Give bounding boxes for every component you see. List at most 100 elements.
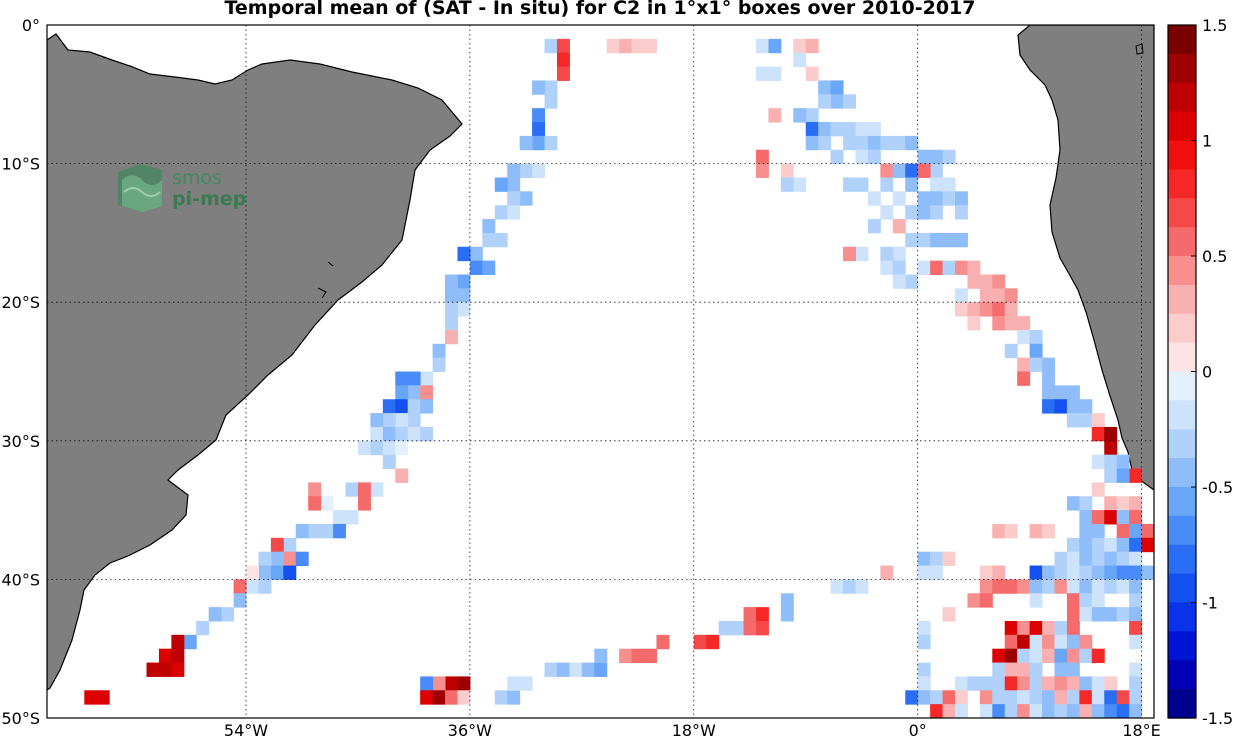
data-cell bbox=[1079, 523, 1093, 539]
colorbar-tick-label: -0.5 bbox=[1202, 478, 1233, 497]
data-cell bbox=[382, 399, 396, 414]
data-cell bbox=[1029, 648, 1043, 664]
data-cell bbox=[519, 191, 533, 206]
colorbar-swatch bbox=[1168, 602, 1196, 632]
colorbar-swatch bbox=[1168, 169, 1196, 199]
data-cell bbox=[1017, 662, 1031, 677]
colorbar-swatch bbox=[1168, 342, 1196, 373]
data-cell bbox=[1042, 579, 1055, 594]
data-cell bbox=[1091, 523, 1105, 539]
data-cell bbox=[930, 149, 944, 165]
data-cell bbox=[1104, 579, 1118, 594]
data-cell bbox=[1029, 329, 1043, 345]
data-cell bbox=[1004, 302, 1018, 317]
data-cell bbox=[1066, 551, 1080, 567]
data-cell bbox=[395, 413, 409, 428]
colorbar-swatch bbox=[1168, 256, 1196, 286]
data-cell bbox=[308, 496, 322, 511]
data-cell bbox=[457, 274, 471, 289]
data-cell bbox=[992, 302, 1006, 317]
data-cell bbox=[905, 163, 919, 178]
map-title: Temporal mean of (SAT - In situ) for C2 … bbox=[224, 0, 976, 19]
data-cell bbox=[1129, 565, 1143, 580]
colorbar-swatch bbox=[1168, 82, 1196, 113]
data-cell bbox=[917, 205, 931, 220]
data-cell bbox=[370, 482, 384, 497]
data-cell bbox=[892, 163, 906, 178]
data-cell bbox=[432, 357, 446, 372]
data-cell bbox=[967, 274, 981, 289]
data-cell bbox=[320, 496, 334, 511]
data-cell bbox=[718, 620, 732, 636]
data-cell bbox=[1066, 607, 1080, 622]
data-cell bbox=[457, 302, 471, 317]
data-cell bbox=[954, 704, 968, 718]
data-cell bbox=[432, 676, 446, 691]
data-cell bbox=[1104, 454, 1118, 470]
data-cell bbox=[158, 662, 172, 677]
data-cell bbox=[1104, 537, 1118, 553]
data-cell bbox=[905, 690, 919, 705]
data-cell bbox=[942, 690, 956, 705]
data-cell bbox=[1042, 357, 1055, 372]
data-cell bbox=[979, 302, 993, 317]
data-cell bbox=[1066, 537, 1080, 553]
data-cell bbox=[407, 399, 421, 414]
data-cell bbox=[233, 579, 247, 594]
data-cell bbox=[1104, 704, 1118, 718]
data-cell bbox=[855, 177, 869, 192]
data-cell bbox=[1066, 593, 1080, 608]
data-cell bbox=[420, 426, 434, 442]
data-cell bbox=[930, 163, 944, 178]
data-cell bbox=[1066, 565, 1080, 580]
latitude-label: 40°S bbox=[1, 570, 40, 589]
data-cell bbox=[382, 454, 396, 470]
data-cell bbox=[867, 191, 881, 206]
data-cell bbox=[208, 607, 222, 622]
data-cell bbox=[880, 177, 894, 192]
data-cell bbox=[930, 232, 944, 248]
data-cell bbox=[556, 662, 570, 677]
data-cell bbox=[1129, 510, 1143, 525]
data-cell bbox=[1066, 704, 1080, 718]
data-cell bbox=[930, 205, 944, 220]
data-cell bbox=[930, 177, 944, 192]
data-cell bbox=[855, 149, 869, 165]
data-cell bbox=[1079, 399, 1093, 414]
data-cell bbox=[407, 426, 421, 442]
data-cell bbox=[1054, 620, 1068, 636]
data-cell bbox=[793, 38, 807, 54]
data-cell bbox=[917, 232, 931, 248]
data-cell bbox=[1079, 648, 1093, 664]
data-cell bbox=[942, 551, 956, 567]
data-cell bbox=[979, 704, 993, 718]
data-cell bbox=[1054, 634, 1068, 650]
data-cell bbox=[1079, 565, 1093, 580]
data-cell bbox=[967, 260, 981, 275]
data-cell bbox=[942, 260, 956, 275]
data-cell bbox=[768, 38, 782, 54]
longitude-label: 36°W bbox=[448, 721, 492, 738]
data-cell bbox=[1129, 634, 1143, 650]
data-cell bbox=[395, 440, 409, 456]
data-cell bbox=[942, 177, 956, 192]
data-cell bbox=[457, 246, 471, 262]
data-cell bbox=[1104, 440, 1118, 456]
data-cell bbox=[805, 38, 819, 54]
data-cell bbox=[357, 482, 371, 497]
data-cell bbox=[992, 662, 1006, 677]
data-cell bbox=[1116, 579, 1130, 594]
data-cell bbox=[333, 523, 347, 539]
data-cell bbox=[1091, 593, 1105, 608]
colorbar-swatch bbox=[1168, 515, 1196, 546]
data-cell bbox=[1104, 551, 1118, 567]
data-cell bbox=[1079, 634, 1093, 650]
data-cell bbox=[482, 219, 496, 234]
data-cell bbox=[1054, 690, 1068, 705]
data-cell bbox=[1042, 371, 1055, 386]
data-cell bbox=[1116, 607, 1130, 622]
colorbar-labels: 1.5 1 0.5 0 -0.5 -1 -1.5 bbox=[1191, 16, 1233, 728]
data-cell bbox=[1042, 565, 1055, 580]
colorbar-swatch bbox=[1168, 111, 1196, 142]
data-cell bbox=[954, 260, 968, 275]
